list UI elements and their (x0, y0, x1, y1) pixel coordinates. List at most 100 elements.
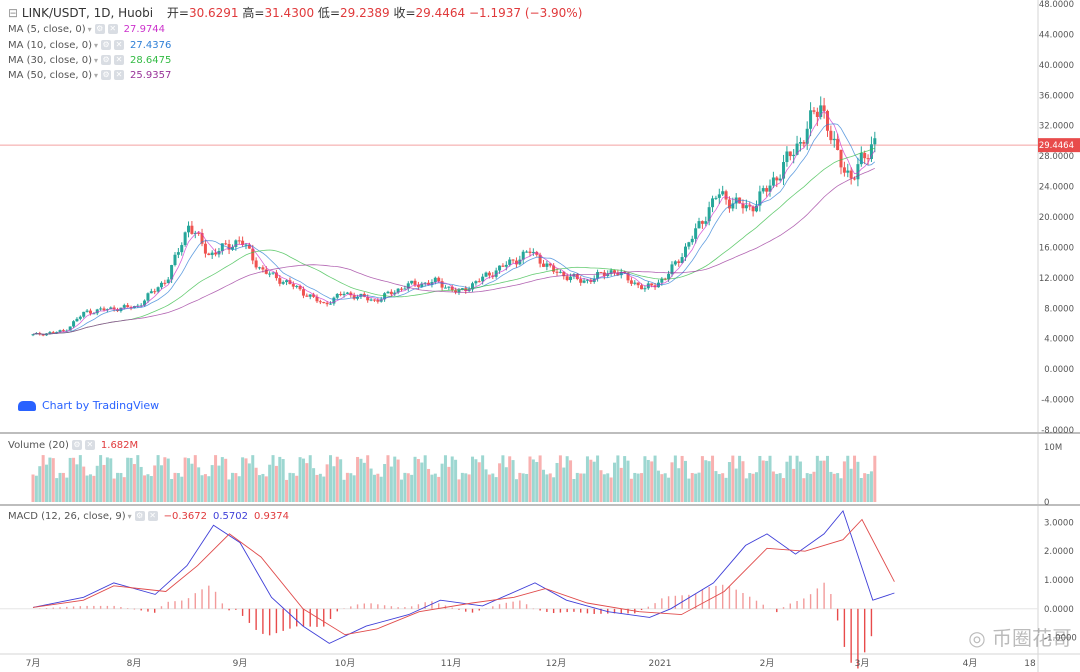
candle-body (640, 285, 644, 290)
volume-bar (139, 466, 143, 502)
settings-icon[interactable]: ⚙ (101, 70, 112, 80)
candle-body (531, 251, 535, 253)
volume-bar (230, 472, 234, 502)
candle-body (687, 242, 691, 247)
volume-bar (609, 477, 613, 502)
candle-body (203, 243, 207, 254)
volume-bar (72, 457, 76, 502)
volume-bar (471, 456, 475, 502)
candle-body (312, 294, 316, 297)
ma30-label: MA (30, close, 0) (8, 55, 93, 66)
caret-icon[interactable]: ▾ (94, 71, 99, 80)
volume-bar (552, 477, 556, 502)
candle-body (237, 240, 241, 242)
volume-bar (200, 475, 204, 502)
volume-bar (545, 474, 549, 502)
volume-bar (562, 467, 566, 502)
tradingview-link[interactable]: Chart by TradingView (18, 399, 159, 412)
close-icon[interactable]: ✕ (147, 511, 158, 521)
candle-body (288, 280, 292, 285)
macd-line (32, 509, 895, 644)
candle-body (474, 281, 478, 284)
close-icon[interactable]: ✕ (114, 70, 125, 80)
volume-bar (159, 465, 163, 502)
settings-icon[interactable]: ⚙ (71, 440, 82, 450)
candle-body (714, 197, 718, 199)
volume-bar (308, 455, 312, 502)
close-icon[interactable]: ✕ (114, 55, 125, 65)
candle-body (403, 288, 407, 290)
high-label: 高 (242, 6, 255, 20)
volume-bar (694, 473, 698, 502)
volume-bar (768, 455, 772, 502)
ma50-legend[interactable]: MA (50, close, 0) ▾ ⚙ ✕ 25.9357 (8, 70, 171, 81)
candle-body (846, 170, 850, 173)
ma10-legend[interactable]: MA (10, close, 0) ▾ ⚙ ✕ 27.4376 (8, 40, 171, 51)
volume-bar (582, 473, 586, 502)
volume-bar (214, 455, 218, 502)
candle-body (548, 263, 552, 266)
caret-icon[interactable]: ▾ (94, 56, 99, 65)
volume-bar (731, 455, 735, 502)
candle-body (254, 260, 258, 268)
candle-body (58, 330, 62, 332)
price-tick-label: 24.0000 (1039, 183, 1074, 193)
close-icon[interactable]: ✕ (107, 24, 118, 34)
volume-bar (227, 479, 231, 502)
volume-bar (34, 475, 38, 502)
volume-bar (873, 455, 877, 502)
ma30-value: 28.6475 (130, 55, 172, 66)
ma30-legend[interactable]: MA (30, close, 0) ▾ ⚙ ✕ 28.6475 (8, 55, 171, 66)
candle-body (538, 254, 542, 264)
candle-body (825, 110, 829, 131)
candle-body (809, 110, 813, 129)
volume-bar (667, 477, 671, 502)
volume-bar (815, 455, 819, 502)
volume-bar (785, 461, 789, 502)
candle-body (105, 309, 109, 311)
volume-bar (383, 464, 387, 502)
symbol-toggle-icon[interactable]: ⊟ (8, 6, 19, 20)
volume-bar (379, 476, 383, 502)
candle-body (443, 287, 447, 289)
ma5-legend[interactable]: MA (5, close, 0) ▾ ⚙ ✕ 27.9744 (8, 24, 165, 35)
macd-legend[interactable]: MACD (12, 26, close, 9) ▾ ⚙ ✕ −0.3672 0.5702 0… (8, 511, 289, 522)
candle-body (31, 334, 35, 336)
volume-bar (477, 462, 481, 502)
settings-icon[interactable]: ⚙ (94, 24, 105, 34)
symbol-title: LINK/USDT, 1D, Huobi (21, 6, 154, 20)
close-icon[interactable]: ✕ (114, 40, 125, 50)
settings-icon[interactable]: ⚙ (134, 511, 145, 521)
volume-bar (612, 462, 616, 502)
candle-body (785, 151, 789, 163)
caret-icon[interactable]: ▾ (127, 512, 132, 521)
settings-icon[interactable]: ⚙ (101, 40, 112, 50)
time-tick-label: 7月 (26, 658, 41, 669)
volume-bar (575, 472, 579, 502)
candle-body (214, 252, 218, 255)
volume-bar (163, 457, 167, 502)
candle-body (193, 232, 197, 234)
candle-body (677, 261, 681, 263)
price-tick-label: 36.0000 (1039, 91, 1074, 101)
volume-bar (869, 471, 873, 502)
volume-bar (599, 470, 603, 502)
candle-body (376, 300, 380, 302)
volume-bar (393, 456, 397, 502)
volume-bar (156, 455, 160, 502)
ma10-line (32, 123, 876, 335)
volume-bar (775, 473, 779, 502)
caret-icon[interactable]: ▾ (87, 25, 92, 34)
caret-icon[interactable]: ▾ (94, 41, 99, 50)
volume-bar (721, 473, 725, 502)
close-icon[interactable]: ✕ (84, 440, 95, 450)
volume-legend[interactable]: Volume (20) ⚙ ✕ 1.682M (8, 440, 138, 451)
volume-bar (842, 461, 846, 502)
candle-body (829, 130, 833, 141)
volume-bar (345, 472, 349, 502)
candle-body (660, 278, 664, 283)
settings-icon[interactable]: ⚙ (101, 55, 112, 65)
price-tick-label: 16.0000 (1039, 243, 1074, 253)
volume-bar (332, 466, 336, 502)
